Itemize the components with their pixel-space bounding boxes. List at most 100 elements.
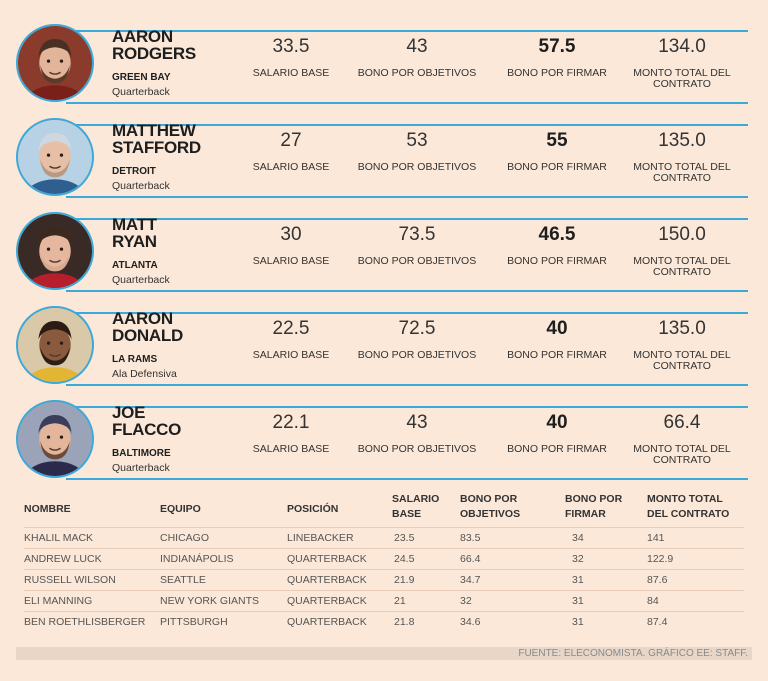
monto-total-value: 135.0 xyxy=(658,130,706,151)
divider xyxy=(66,290,748,292)
monto-total-label-line2: CONTRATO xyxy=(653,172,711,184)
player-card: MATT RYAN ATLANTA Quarterback 30 SALARIO… xyxy=(14,210,748,292)
cell-salario: 24.5 xyxy=(394,553,415,565)
salario-base-value: 30 xyxy=(280,224,302,245)
cell-monto: 141 xyxy=(647,532,665,544)
bono-objetivos-label: BONO POR OBJETIVOS xyxy=(357,67,477,79)
cell-objetivos: 66.4 xyxy=(460,553,481,565)
player-first-name: MATTHEW xyxy=(112,121,196,140)
player-portrait-icon xyxy=(18,308,92,382)
player-portrait-icon xyxy=(18,214,92,288)
cell-posicion: LINEBACKER xyxy=(287,532,354,544)
player-first-name: MATT xyxy=(112,215,157,234)
player-last-name: DONALD xyxy=(112,326,183,345)
salario-base-value: 22.5 xyxy=(272,318,310,339)
player-portrait-icon xyxy=(18,402,92,476)
bono-firmar-label: BONO POR FIRMAR xyxy=(507,255,607,267)
bono-firmar-label: BONO POR FIRMAR xyxy=(507,67,607,79)
cell-nombre: KHALIL MACK xyxy=(24,532,94,544)
divider xyxy=(66,406,748,408)
monto-total-value: 66.4 xyxy=(663,412,701,433)
monto-total-value: 150.0 xyxy=(658,224,706,245)
salario-base-label: SALARIO BASE xyxy=(252,67,330,79)
salario-base-label: SALARIO BASE xyxy=(252,255,330,267)
player-card: MATTHEW STAFFORD DETROIT Quarterback 27 … xyxy=(14,116,748,198)
monto-total-value: 134.0 xyxy=(658,36,706,57)
cell-posicion: QUARTERBACK xyxy=(287,553,367,565)
bono-firmar-label: BONO POR FIRMAR xyxy=(507,161,607,173)
cell-salario: 23.5 xyxy=(394,532,415,544)
monto-total-label-line2: CONTRATO xyxy=(653,360,711,372)
header-nombre: NOMBRE xyxy=(24,503,71,515)
bono-firmar-value: 46.5 xyxy=(538,224,576,245)
bono-objetivos-value: 73.5 xyxy=(398,224,436,245)
divider xyxy=(66,218,748,220)
monto-total-label-line1: MONTO TOTAL DEL xyxy=(633,255,731,267)
cell-salario: 21 xyxy=(394,595,406,607)
bono-firmar-value: 57.5 xyxy=(538,36,576,57)
cell-firmar: 31 xyxy=(572,616,584,628)
player-position: Quarterback xyxy=(112,274,170,286)
cell-nombre: RUSSELL WILSON xyxy=(24,574,116,586)
player-card: AARON DONALD LA RAMS Ala Defensiva 22.5 … xyxy=(14,304,748,386)
player-photo xyxy=(16,212,94,290)
cell-firmar: 31 xyxy=(572,574,584,586)
cell-posicion: QUARTERBACK xyxy=(287,574,367,586)
bono-objetivos-label: BONO POR OBJETIVOS xyxy=(357,255,477,267)
cell-monto: 84 xyxy=(647,595,659,607)
header-posicion: POSICIÓN xyxy=(287,503,339,515)
cell-objetivos: 83.5 xyxy=(460,532,481,544)
player-photo xyxy=(16,118,94,196)
bono-firmar-value: 40 xyxy=(546,318,568,339)
source-note: FUENTE: ELECONOMISTA. GRÁFICO EE: STAFF. xyxy=(518,648,748,659)
monto-total-label-line1: MONTO TOTAL DEL xyxy=(633,67,731,79)
monto-total-label-line2: CONTRATO xyxy=(653,78,711,90)
cell-equipo: SEATTLE xyxy=(160,574,206,586)
player-photo xyxy=(16,24,94,102)
header-firmar-line2: FIRMAR xyxy=(565,508,606,520)
player-last-name: FLACCO xyxy=(112,420,182,439)
player-team: DETROIT xyxy=(112,166,156,177)
player-position: Quarterback xyxy=(112,86,170,98)
header-salario-line1: SALARIO xyxy=(392,493,440,505)
player-photo xyxy=(16,400,94,478)
player-team: ATLANTA xyxy=(112,260,158,271)
header-monto-line2: DEL CONTRATO xyxy=(647,508,730,520)
divider xyxy=(66,196,748,198)
cell-nombre: ANDREW LUCK xyxy=(24,553,102,565)
monto-total-label-line1: MONTO TOTAL DEL xyxy=(633,443,731,455)
table-row: BEN ROETHLISBERGER PITTSBURGH QUARTERBACK 2… xyxy=(24,611,744,633)
divider xyxy=(66,384,748,386)
player-portrait-icon xyxy=(18,26,92,100)
player-position: Quarterback xyxy=(112,180,170,192)
divider xyxy=(66,102,748,104)
table-row: KHALIL MACK CHICAGO LINEBACKER 23.5 83.5 34 14… xyxy=(24,527,744,549)
cell-firmar: 32 xyxy=(572,553,584,565)
salario-base-value: 33.5 xyxy=(272,36,310,57)
cell-objetivos: 34.7 xyxy=(460,574,481,586)
source-bar: FUENTE: ELECONOMISTA. GRÁFICO EE: STAFF. xyxy=(16,647,752,660)
player-position: Ala Defensiva xyxy=(112,368,177,380)
header-equipo: EQUIPO xyxy=(160,503,201,515)
monto-total-value: 135.0 xyxy=(658,318,706,339)
bono-objetivos-value: 43 xyxy=(406,36,428,57)
bono-firmar-label: BONO POR FIRMAR xyxy=(507,443,607,455)
cell-equipo: INDIANÁPOLIS xyxy=(160,553,234,565)
player-first-name: AARON xyxy=(112,309,173,328)
cell-posicion: QUARTERBACK xyxy=(287,595,367,607)
cell-objetivos: 32 xyxy=(460,595,472,607)
table-row: RUSSELL WILSON SEATTLE QUARTERBACK 21.9 34.7… xyxy=(24,569,744,591)
table-row: ELI MANNING NEW YORK GIANTS QUARTERBACK 21 3… xyxy=(24,590,744,612)
cell-monto: 122.9 xyxy=(647,553,674,565)
cell-nombre: ELI MANNING xyxy=(24,595,93,607)
player-team: LA RAMS xyxy=(112,354,158,365)
cell-salario: 21.9 xyxy=(394,574,415,586)
monto-total-label-line2: CONTRATO xyxy=(653,266,711,278)
player-last-name: STAFFORD xyxy=(112,138,201,157)
player-last-name: RYAN xyxy=(112,232,157,251)
divider xyxy=(66,312,748,314)
divider xyxy=(66,478,748,480)
player-team: GREEN BAY xyxy=(112,72,171,83)
salario-base-label: SALARIO BASE xyxy=(252,161,330,173)
bono-objetivos-value: 53 xyxy=(406,130,428,151)
